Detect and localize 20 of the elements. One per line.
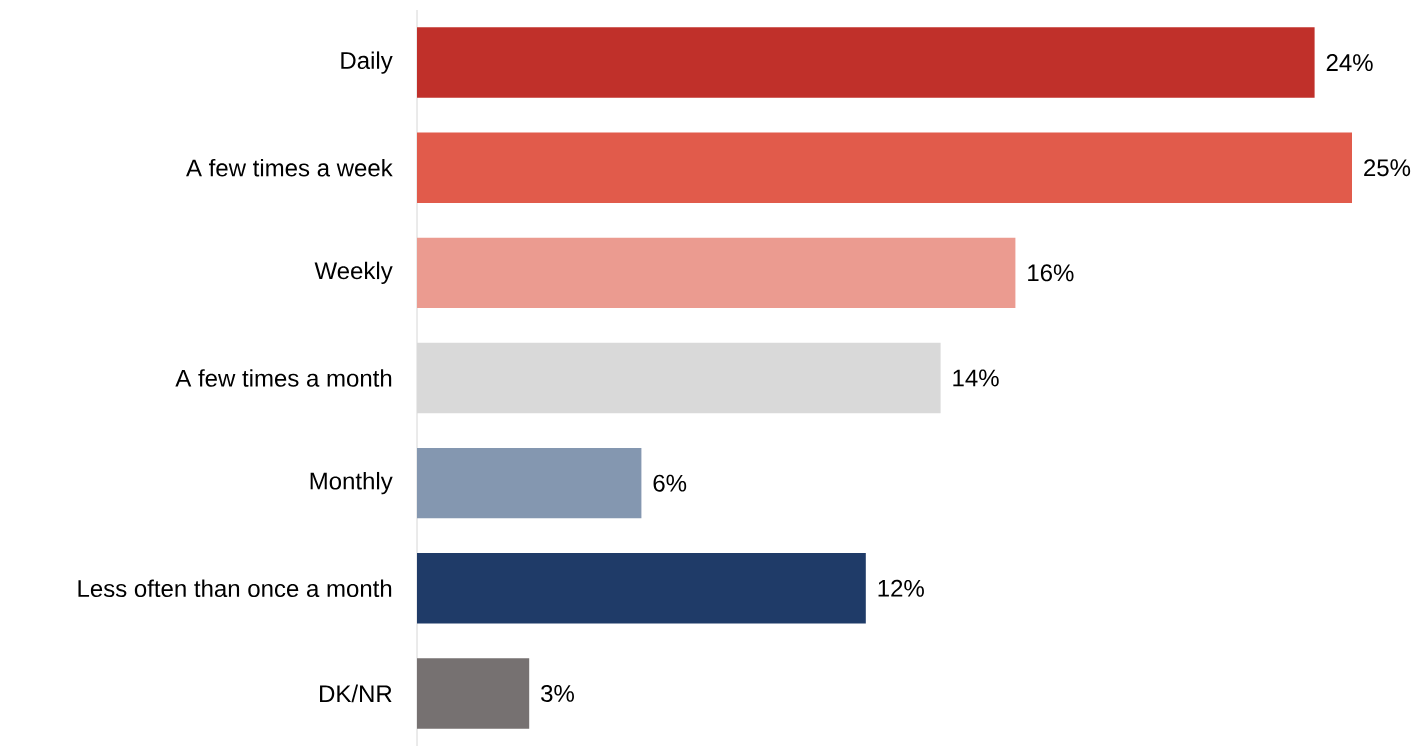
data-label: 24%	[1326, 54, 1373, 72]
bar	[417, 132, 1352, 203]
bar	[417, 237, 1016, 309]
bar	[417, 27, 1315, 98]
y-tick-label: A few times a week	[186, 158, 393, 177]
data-label: 16%	[1028, 264, 1074, 282]
y-tick-label: DK/NR	[320, 684, 392, 703]
data-label: 25%	[1364, 159, 1411, 177]
y-tick-label: Daily	[341, 51, 393, 74]
y-tick-label: A few times a month	[175, 369, 392, 387]
y-tick-label: Less often than once a month	[78, 579, 392, 598]
data-label: 12%	[878, 579, 924, 597]
bar	[417, 658, 530, 729]
bar	[417, 447, 642, 519]
data-label: 14%	[953, 369, 999, 387]
data-label: 3%	[541, 684, 574, 702]
y-tick-label: Monthly	[310, 471, 393, 495]
bar	[417, 553, 866, 624]
data-label: 6%	[653, 474, 687, 492]
y-tick-label: Weekly	[314, 261, 393, 285]
